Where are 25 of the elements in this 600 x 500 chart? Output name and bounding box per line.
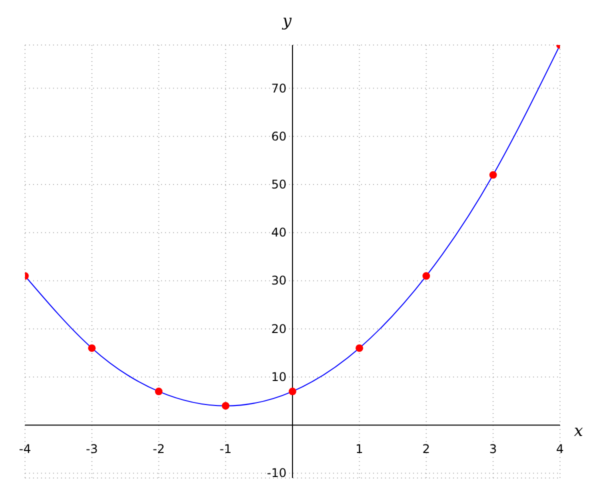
y-tick-label: 50 — [271, 178, 286, 192]
x-tick-label: 4 — [556, 442, 564, 456]
y-tick-label: 20 — [271, 322, 286, 336]
y-axis-title: y — [282, 11, 292, 30]
x-tick-label: -1 — [220, 442, 232, 456]
x-tick-label: -2 — [152, 442, 165, 456]
x-tick-label: 1 — [356, 442, 364, 456]
x-tick-label: 3 — [489, 442, 497, 456]
point — [356, 344, 364, 352]
point — [288, 388, 296, 396]
x-axis-title: x — [574, 421, 584, 440]
x-tick-label: -4 — [19, 442, 31, 456]
y-tick-label: 60 — [271, 129, 286, 144]
x-tick-label: -3 — [86, 442, 98, 456]
y-tick-label: 30 — [271, 274, 286, 288]
x-tick-label: 2 — [422, 442, 430, 456]
point — [422, 272, 430, 280]
point — [489, 171, 497, 179]
y-tick-label: 10 — [271, 370, 286, 384]
point — [88, 344, 96, 352]
y-tick-label: 40 — [271, 226, 286, 240]
y-tick-label: -10 — [266, 466, 286, 480]
point — [154, 388, 163, 396]
point — [222, 402, 230, 410]
y-tick-label: 70 — [271, 81, 286, 96]
